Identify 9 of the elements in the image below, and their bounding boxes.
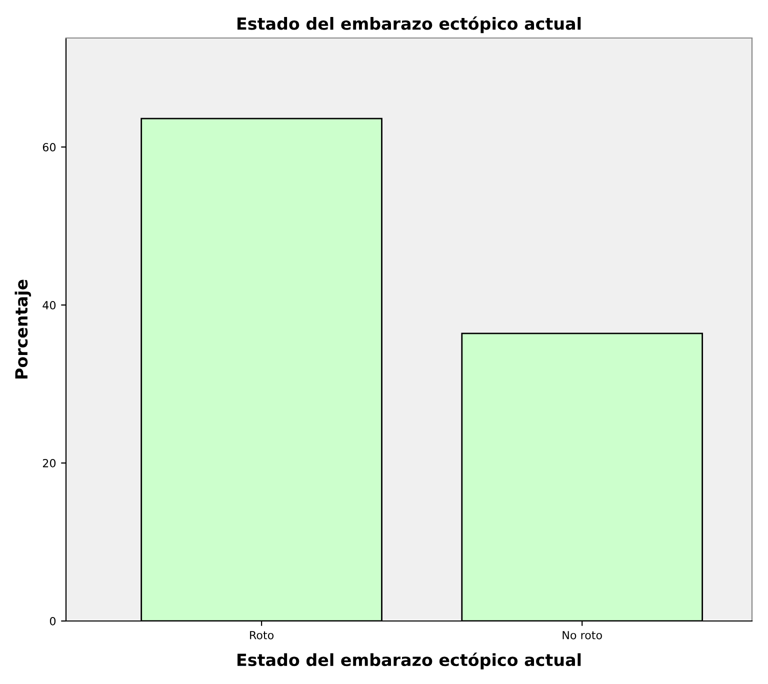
y-tick-label: 0	[50, 616, 56, 626]
y-tick-label: 40	[42, 300, 56, 310]
y-tick-label: 20	[42, 458, 56, 468]
chart-title: Estado del embarazo ectópico actual	[238, 16, 581, 34]
x-tick-label: No roto	[562, 631, 602, 640]
y-axis-title: Porcentaje	[14, 280, 32, 379]
x-axis-title: Estado del embarazo ectópico actual	[238, 652, 581, 670]
y-tick-label: 60	[42, 142, 56, 152]
x-tick-label: Roto	[250, 631, 274, 640]
